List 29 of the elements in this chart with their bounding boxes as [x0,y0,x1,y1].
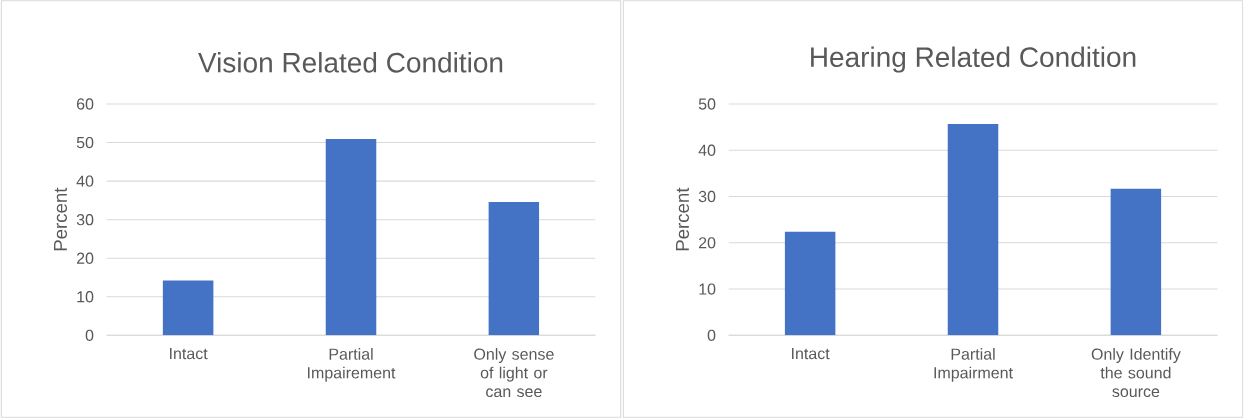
bar [1110,188,1162,336]
y-tick-label: 10 [699,283,716,295]
y-tick-label: 50 [76,136,94,149]
y-tick-label: 0 [707,329,716,341]
x-tick-label: Intact [170,348,208,360]
chart-title: Vision Related Condition [198,52,503,73]
bar [947,123,999,336]
x-tick-label: Intact [792,348,830,360]
y-tick-label: 50 [698,98,716,110]
y-tick-label: 30 [76,214,94,226]
y-tick-label: 30 [698,190,716,203]
y-tick-label: 10 [77,291,94,303]
y-axis-title: Percent [675,187,690,251]
bar [162,280,214,336]
y-tick-label: 60 [76,98,94,110]
y-tick-label: 20 [76,252,94,264]
bar [784,231,836,336]
y-tick-label: 40 [698,144,716,156]
y-tick-label: 0 [85,329,94,341]
y-tick-label: 20 [698,237,716,249]
x-tick-label: Partial Impairement [308,348,396,382]
x-tick-label: Only Identify the sound source [1091,348,1181,398]
chart-title: Hearing Related Condition [811,46,1136,73]
y-tick-label: 40 [76,175,94,187]
x-tick-label: Partial Impairment [934,348,1013,382]
y-axis-title: Percent [53,187,68,251]
x-tick-label: Only sense of light or can see [474,348,554,398]
bar [488,201,540,336]
bar [325,139,377,336]
